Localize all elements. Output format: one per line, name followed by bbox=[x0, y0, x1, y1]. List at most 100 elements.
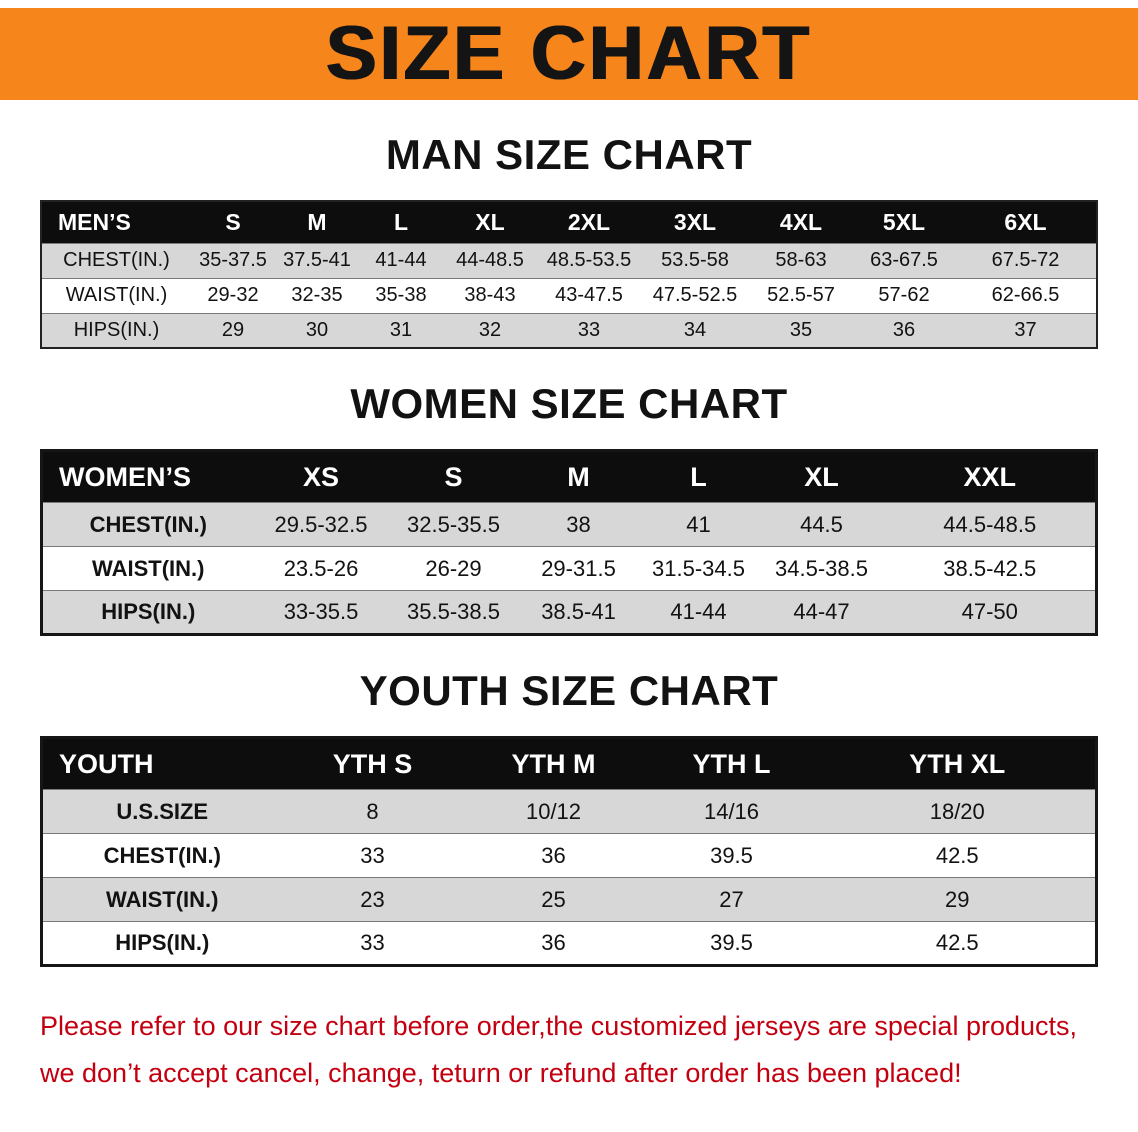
man-header-row: MEN’S S M L XL 2XL 3XL 4XL 5XL 6XL bbox=[41, 201, 1097, 243]
row-label: WAIST(IN.) bbox=[41, 546, 254, 591]
table-cell: 42.5 bbox=[819, 833, 1097, 878]
table-cell: 32-35 bbox=[275, 278, 359, 313]
table-cell: 62-66.5 bbox=[955, 278, 1097, 313]
row-label: CHEST(IN.) bbox=[41, 243, 191, 278]
table-cell: 48.5-53.5 bbox=[537, 243, 641, 278]
row-label: HIPS(IN.) bbox=[41, 313, 191, 348]
table-cell: 29-32 bbox=[191, 278, 275, 313]
table-row: WAIST(IN.) 29-32 32-35 35-38 38-43 43-47… bbox=[41, 278, 1097, 313]
youth-section: YOUTH SIZE CHART YOUTH YTH S YTH M YTH L… bbox=[0, 670, 1138, 967]
table-cell: 44.5 bbox=[758, 502, 885, 547]
size-col-header: XXL bbox=[884, 450, 1097, 503]
women-section-heading: WOMEN SIZE CHART bbox=[350, 380, 788, 427]
table-cell: 31.5-34.5 bbox=[638, 546, 759, 591]
size-col-header: 5XL bbox=[853, 201, 955, 243]
youth-header-label: YOUTH bbox=[41, 737, 282, 790]
man-header-label: MEN’S bbox=[41, 201, 191, 243]
man-section: MAN SIZE CHART MEN’S S M L XL 2XL 3XL 4X… bbox=[0, 134, 1138, 349]
table-cell: 47-50 bbox=[884, 590, 1097, 635]
youth-size-table: YOUTH YTH S YTH M YTH L YTH XL U.S.SIZE … bbox=[40, 736, 1098, 967]
table-cell: 42.5 bbox=[819, 921, 1097, 966]
table-cell: 34 bbox=[641, 313, 749, 348]
size-col-header: S bbox=[388, 450, 519, 503]
table-cell: 43-47.5 bbox=[537, 278, 641, 313]
disclaimer-line-2: we don’t accept cancel, change, teturn o… bbox=[40, 1058, 962, 1089]
table-cell: 29.5-32.5 bbox=[253, 502, 389, 547]
row-label: WAIST(IN.) bbox=[41, 877, 282, 922]
size-col-header: 4XL bbox=[749, 201, 853, 243]
table-cell: 18/20 bbox=[819, 789, 1097, 834]
size-col-header: YTH XL bbox=[819, 737, 1097, 790]
table-cell: 32 bbox=[443, 313, 537, 348]
table-cell: 26-29 bbox=[388, 546, 519, 591]
table-cell: 57-62 bbox=[853, 278, 955, 313]
table-cell: 30 bbox=[275, 313, 359, 348]
table-cell: 33 bbox=[281, 833, 464, 878]
table-cell: 38.5-42.5 bbox=[884, 546, 1097, 591]
women-header-row: WOMEN’S XS S M L XL XXL bbox=[41, 450, 1097, 503]
size-col-header: YTH L bbox=[643, 737, 820, 790]
table-cell: 35-37.5 bbox=[191, 243, 275, 278]
table-cell: 39.5 bbox=[643, 833, 820, 878]
man-section-heading: MAN SIZE CHART bbox=[385, 131, 753, 178]
table-cell: 67.5-72 bbox=[955, 243, 1097, 278]
table-cell: 47.5-52.5 bbox=[641, 278, 749, 313]
table-row: CHEST(IN.) 33 36 39.5 42.5 bbox=[41, 833, 1097, 878]
table-row: CHEST(IN.) 29.5-32.5 32.5-35.5 38 41 44.… bbox=[41, 502, 1097, 547]
table-cell: 44-47 bbox=[758, 590, 885, 635]
women-header-label: WOMEN’S bbox=[41, 450, 254, 503]
row-label: CHEST(IN.) bbox=[41, 833, 282, 878]
disclaimer-line-1: Please refer to our size chart before or… bbox=[40, 1011, 1078, 1041]
size-col-header: S bbox=[191, 201, 275, 243]
table-cell: 53.5-58 bbox=[641, 243, 749, 278]
women-section: WOMEN SIZE CHART WOMEN’S XS S M L XL XXL bbox=[0, 383, 1138, 636]
size-col-header: YTH M bbox=[463, 737, 644, 790]
row-label: HIPS(IN.) bbox=[41, 921, 282, 966]
size-col-header: 3XL bbox=[641, 201, 749, 243]
table-cell: 31 bbox=[359, 313, 443, 348]
table-cell: 44-48.5 bbox=[443, 243, 537, 278]
table-cell: 36 bbox=[463, 833, 644, 878]
table-cell: 33-35.5 bbox=[253, 590, 389, 635]
table-row: U.S.SIZE 8 10/12 14/16 18/20 bbox=[41, 789, 1097, 834]
size-col-header: 2XL bbox=[537, 201, 641, 243]
table-cell: 10/12 bbox=[463, 789, 644, 834]
table-cell: 52.5-57 bbox=[749, 278, 853, 313]
table-cell: 38 bbox=[518, 502, 639, 547]
table-cell: 41-44 bbox=[359, 243, 443, 278]
table-row: HIPS(IN.) 29 30 31 32 33 34 35 36 37 bbox=[41, 313, 1097, 348]
row-label: CHEST(IN.) bbox=[41, 502, 254, 547]
table-cell: 44.5-48.5 bbox=[884, 502, 1097, 547]
table-cell: 35-38 bbox=[359, 278, 443, 313]
table-cell: 27 bbox=[643, 877, 820, 922]
youth-header-row: YOUTH YTH S YTH M YTH L YTH XL bbox=[41, 737, 1097, 790]
table-cell: 29 bbox=[191, 313, 275, 348]
table-cell: 23.5-26 bbox=[253, 546, 389, 591]
table-cell: 37.5-41 bbox=[275, 243, 359, 278]
table-cell: 34.5-38.5 bbox=[758, 546, 885, 591]
table-cell: 8 bbox=[281, 789, 464, 834]
size-col-header: YTH S bbox=[281, 737, 464, 790]
row-label: U.S.SIZE bbox=[41, 789, 282, 834]
size-col-header: M bbox=[518, 450, 639, 503]
table-cell: 39.5 bbox=[643, 921, 820, 966]
table-cell: 36 bbox=[463, 921, 644, 966]
row-label: HIPS(IN.) bbox=[41, 590, 254, 635]
table-cell: 63-67.5 bbox=[853, 243, 955, 278]
table-cell: 37 bbox=[955, 313, 1097, 348]
table-cell: 36 bbox=[853, 313, 955, 348]
table-cell: 14/16 bbox=[643, 789, 820, 834]
table-cell: 35 bbox=[749, 313, 853, 348]
table-row: HIPS(IN.) 33-35.5 35.5-38.5 38.5-41 41-4… bbox=[41, 590, 1097, 635]
size-col-header: XL bbox=[758, 450, 885, 503]
table-cell: 58-63 bbox=[749, 243, 853, 278]
table-cell: 33 bbox=[281, 921, 464, 966]
size-col-header: 6XL bbox=[955, 201, 1097, 243]
size-col-header: M bbox=[275, 201, 359, 243]
table-row: WAIST(IN.) 23.5-26 26-29 29-31.5 31.5-34… bbox=[41, 546, 1097, 591]
table-cell: 23 bbox=[281, 877, 464, 922]
man-size-table: MEN’S S M L XL 2XL 3XL 4XL 5XL 6XL CHEST… bbox=[40, 200, 1098, 349]
table-row: WAIST(IN.) 23 25 27 29 bbox=[41, 877, 1097, 922]
size-col-header: XS bbox=[253, 450, 389, 503]
